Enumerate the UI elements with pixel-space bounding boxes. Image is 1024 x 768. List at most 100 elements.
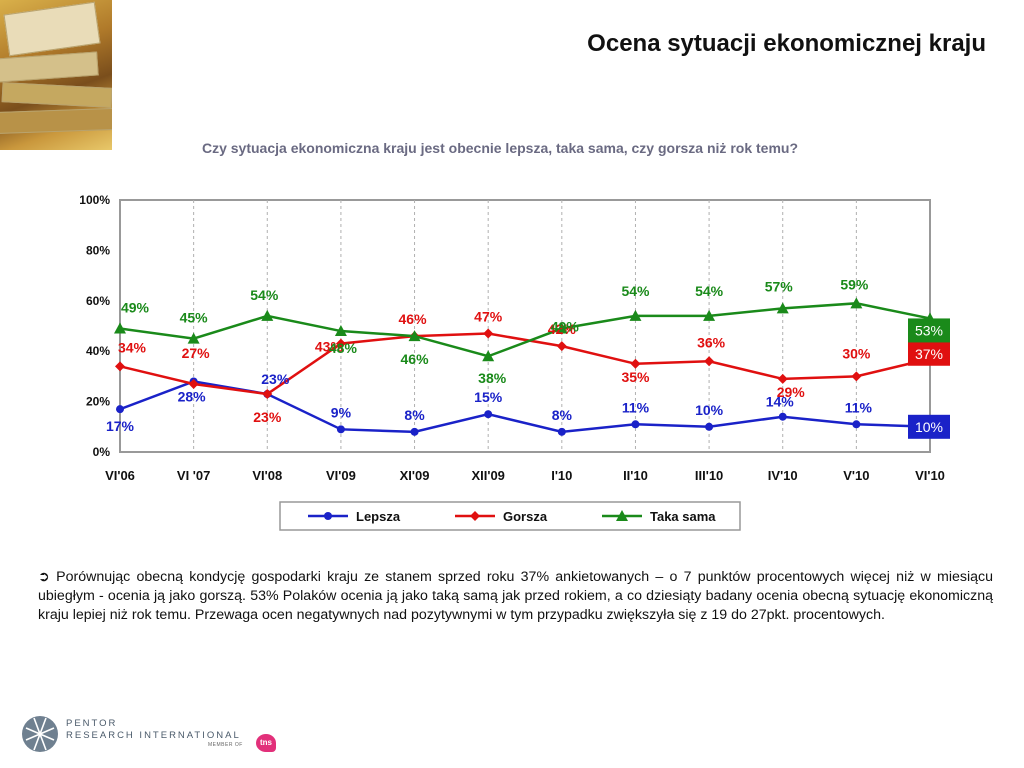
money-photo: [0, 0, 112, 150]
data-label: 49%: [121, 300, 150, 316]
legend-label: Taka sama: [650, 509, 716, 524]
data-point: [324, 512, 332, 520]
globe-icon: [22, 716, 58, 752]
y-tick-label: 20%: [86, 395, 110, 409]
data-label: 46%: [399, 311, 428, 327]
data-point: [778, 412, 787, 421]
legend-label: Gorsza: [503, 509, 548, 524]
data-point: [555, 322, 568, 334]
data-point: [704, 356, 715, 367]
data-point: [114, 322, 126, 334]
data-label: 14%: [766, 394, 795, 410]
line-chart: 17% 28% 23% 9% 8% 15% 8% 11% 10% 14% 11% 10% 34% 27% 2…: [79, 193, 950, 531]
data-label: 27%: [182, 345, 211, 361]
data-point: [484, 410, 493, 419]
data-label: 9%: [331, 404, 352, 420]
data-point: [410, 427, 419, 436]
data-label: 54%: [621, 283, 650, 299]
y-tick-label: 0%: [93, 445, 111, 459]
data-label: 23%: [253, 409, 282, 425]
chart-question: Czy sytuacja ekonomiczna kraju jest obec…: [201, 140, 798, 156]
data-point: [482, 350, 495, 362]
x-tick-label: VI'09: [326, 468, 356, 483]
data-label: 38%: [478, 370, 507, 386]
data-point: [483, 328, 494, 339]
data-label: 10%: [915, 419, 943, 435]
data-label: 30%: [842, 345, 871, 361]
data-point: [777, 373, 788, 384]
data-point: [631, 420, 640, 429]
data-label: 53%: [915, 322, 943, 338]
data-label: 45%: [180, 310, 209, 326]
y-tick-label: 100%: [79, 193, 110, 207]
x-tick-label: VI'10: [915, 468, 945, 483]
data-point: [408, 330, 421, 342]
data-point: [115, 361, 125, 372]
commentary-text: ➲ Porównując obecną kondycję gospodarki …: [38, 568, 993, 625]
legend-label: Lepsza: [356, 509, 401, 524]
data-label: 47%: [474, 309, 503, 325]
x-tick-label: VI'06: [105, 468, 135, 483]
x-tick-label: VI'08: [252, 468, 282, 483]
plot-area: [119, 199, 931, 453]
data-label: 28%: [178, 388, 207, 404]
x-tick-label: XII'09: [471, 468, 504, 483]
data-point: [334, 325, 347, 337]
data-point: [188, 378, 199, 389]
data-label: 11%: [622, 399, 650, 415]
chart-legend: [279, 501, 741, 531]
data-point: [705, 422, 714, 431]
data-label: 43%: [315, 339, 344, 355]
data-point: [187, 332, 200, 344]
series-line-gorsza: [119, 332, 931, 396]
data-point: [850, 297, 863, 309]
data-label: 49%: [551, 319, 580, 335]
data-label: 17%: [106, 418, 135, 434]
data-point: [851, 371, 862, 382]
pentor-logo: PENTOR RESEARCH INTERNATIONAL MEMBER OF …: [20, 712, 290, 756]
tns-logo: tns: [256, 734, 276, 752]
arrow-icon: ➲: [38, 569, 50, 585]
final-value-box: [908, 341, 950, 366]
x-tick-label: VI '07: [177, 468, 210, 483]
data-label: 57%: [765, 278, 794, 294]
commentary-body: Porównując obecną kondycję gospodarki kr…: [38, 569, 993, 623]
data-point: [556, 341, 567, 352]
data-point: [629, 309, 642, 321]
x-tick-label: I'10: [551, 468, 572, 483]
data-point: [116, 405, 124, 414]
x-tick-label: XI'09: [400, 468, 430, 483]
x-tick-label: IV'10: [768, 468, 798, 483]
data-label: 8%: [552, 407, 573, 423]
data-label: 29%: [777, 384, 806, 400]
data-label: 54%: [695, 283, 724, 299]
data-label: 23%: [261, 371, 290, 387]
series-line-taka-sama: [119, 302, 931, 358]
data-point: [557, 427, 566, 436]
x-tick-label: V'10: [843, 468, 869, 483]
data-point: [776, 302, 789, 314]
logo-member-of: MEMBER OF: [208, 742, 243, 748]
data-label: 37%: [915, 346, 943, 362]
data-label: 35%: [621, 369, 650, 385]
data-label: 54%: [250, 287, 279, 303]
x-tick-label: III'10: [695, 468, 723, 483]
data-point: [852, 420, 861, 429]
data-label: 15%: [474, 389, 503, 405]
data-point: [261, 309, 274, 321]
logo-research: RESEARCH INTERNATIONAL: [66, 730, 241, 741]
data-label: 46%: [401, 351, 430, 367]
y-tick-label: 60%: [86, 294, 110, 308]
data-label: 36%: [697, 334, 726, 350]
data-point: [703, 309, 716, 321]
logo-pentor: PENTOR: [66, 718, 118, 729]
data-point: [470, 511, 480, 521]
data-point: [616, 510, 628, 521]
data-label: 8%: [404, 407, 425, 423]
data-label: 11%: [845, 399, 873, 415]
y-tick-label: 40%: [86, 344, 110, 358]
data-point: [335, 338, 346, 349]
final-value-box: [908, 318, 950, 343]
page-title: Ocena sytuacji ekonomicznej kraju: [587, 30, 986, 57]
data-point: [336, 425, 345, 434]
